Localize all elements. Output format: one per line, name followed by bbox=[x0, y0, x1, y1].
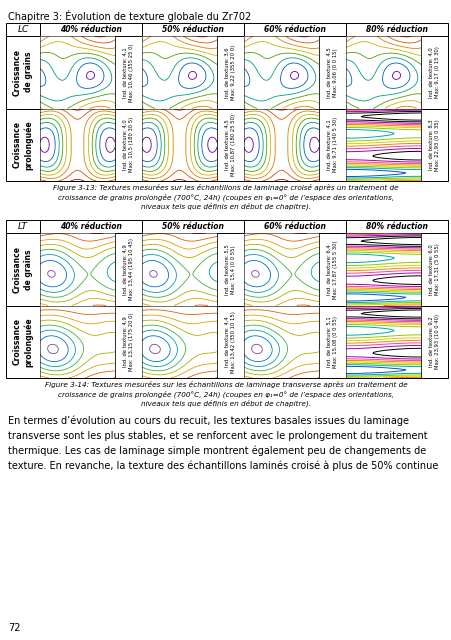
Bar bbox=[6, 23, 447, 181]
Text: Ind. de texture: 4,9
Max: 13,15 (175 20 0): Ind. de texture: 4,9 Max: 13,15 (175 20 … bbox=[123, 312, 133, 371]
Text: Croissance
de grains: Croissance de grains bbox=[13, 246, 33, 292]
Text: Ind. de texture: 3,6
Max: 9,22 (355 20 0): Ind. de texture: 3,6 Max: 9,22 (355 20 0… bbox=[225, 45, 235, 100]
Text: 50% réduction: 50% réduction bbox=[162, 25, 223, 34]
Bar bbox=[6, 220, 447, 378]
Text: Figure 3-14: Textures mesurées sur les échantillons de laminage transverse après: Figure 3-14: Textures mesurées sur les é… bbox=[45, 381, 406, 407]
Text: Ind. de texture: 4,5
Max: 9,06 (0 0 15): Ind. de texture: 4,5 Max: 9,06 (0 0 15) bbox=[326, 47, 337, 98]
Text: Ind. de texture: 6,0
Max: 17,31 (5 0 55): Ind. de texture: 6,0 Max: 17,31 (5 0 55) bbox=[428, 243, 439, 295]
Text: 60% réduction: 60% réduction bbox=[263, 222, 325, 231]
Text: 60% réduction: 60% réduction bbox=[263, 25, 325, 34]
Text: 80% réduction: 80% réduction bbox=[365, 25, 427, 34]
Text: Ind. de texture: 4,4
Max: 13,42 (350 10 15): Ind. de texture: 4,4 Max: 13,42 (350 10 … bbox=[225, 311, 235, 372]
Text: 50% réduction: 50% réduction bbox=[162, 222, 223, 231]
Text: Croissance
de grains: Croissance de grains bbox=[13, 49, 33, 96]
Text: Ind. de texture: 8,3
Max: 22,93 (0 0 35): Ind. de texture: 8,3 Max: 22,93 (0 0 35) bbox=[428, 119, 439, 171]
Text: LT: LT bbox=[18, 222, 28, 231]
Text: Ind. de texture: 6,4
Max: 17,87 (155 5 30): Ind. de texture: 6,4 Max: 17,87 (155 5 3… bbox=[326, 240, 337, 299]
Text: 40% réduction: 40% réduction bbox=[60, 25, 122, 34]
Text: Ind. de texture: 4,9
Max: 13,44 (195 10 45): Ind. de texture: 4,9 Max: 13,44 (195 10 … bbox=[123, 238, 133, 300]
Text: Ind. de texture: 4,1
Max: 9,71 (140 5 30): Ind. de texture: 4,1 Max: 9,71 (140 5 30… bbox=[326, 117, 337, 172]
Text: 40% réduction: 40% réduction bbox=[60, 222, 122, 231]
Text: Ind. de texture: 5,5
Max: 15,4 (0 0 55): Ind. de texture: 5,5 Max: 15,4 (0 0 55) bbox=[225, 244, 235, 294]
Text: Ind. de texture: 9,2
Max: 23,93 (10 0 40): Ind. de texture: 9,2 Max: 23,93 (10 0 40… bbox=[428, 314, 439, 369]
Text: Ind. de texture: 4,0
Max: 10,5 (180 30 5): Ind. de texture: 4,0 Max: 10,5 (180 30 5… bbox=[123, 117, 133, 172]
Text: Ind. de texture: 4,0
Max: 9,17 (0 15 30): Ind. de texture: 4,0 Max: 9,17 (0 15 30) bbox=[428, 46, 439, 98]
Text: 72: 72 bbox=[8, 623, 20, 633]
Text: LC: LC bbox=[17, 25, 28, 34]
Text: Croissance
prolonguée: Croissance prolonguée bbox=[13, 120, 33, 170]
Text: Ind. de texture: 5,1
Max: 15,08 (0 0 55): Ind. de texture: 5,1 Max: 15,08 (0 0 55) bbox=[326, 316, 337, 368]
Text: Ind. de texture: 4,5
Max: 10,87 (180 25 50): Ind. de texture: 4,5 Max: 10,87 (180 25 … bbox=[225, 114, 235, 176]
Text: Figure 3-13: Textures mesurées sur les échantillons de laminage croisé après un : Figure 3-13: Textures mesurées sur les é… bbox=[53, 184, 398, 210]
Text: 80% réduction: 80% réduction bbox=[365, 222, 427, 231]
Text: Chapitre 3: Évolution de texture globale du Zr702: Chapitre 3: Évolution de texture globale… bbox=[8, 10, 251, 22]
Text: Ind. de texture: 4,1
Max: 10,46 (355 25 0): Ind. de texture: 4,1 Max: 10,46 (355 25 … bbox=[123, 43, 133, 102]
Text: En termes d’évolution au cours du recuit, les textures basales issues du laminag: En termes d’évolution au cours du recuit… bbox=[8, 416, 437, 471]
Text: Croissance
prolonguée: Croissance prolonguée bbox=[13, 317, 33, 367]
